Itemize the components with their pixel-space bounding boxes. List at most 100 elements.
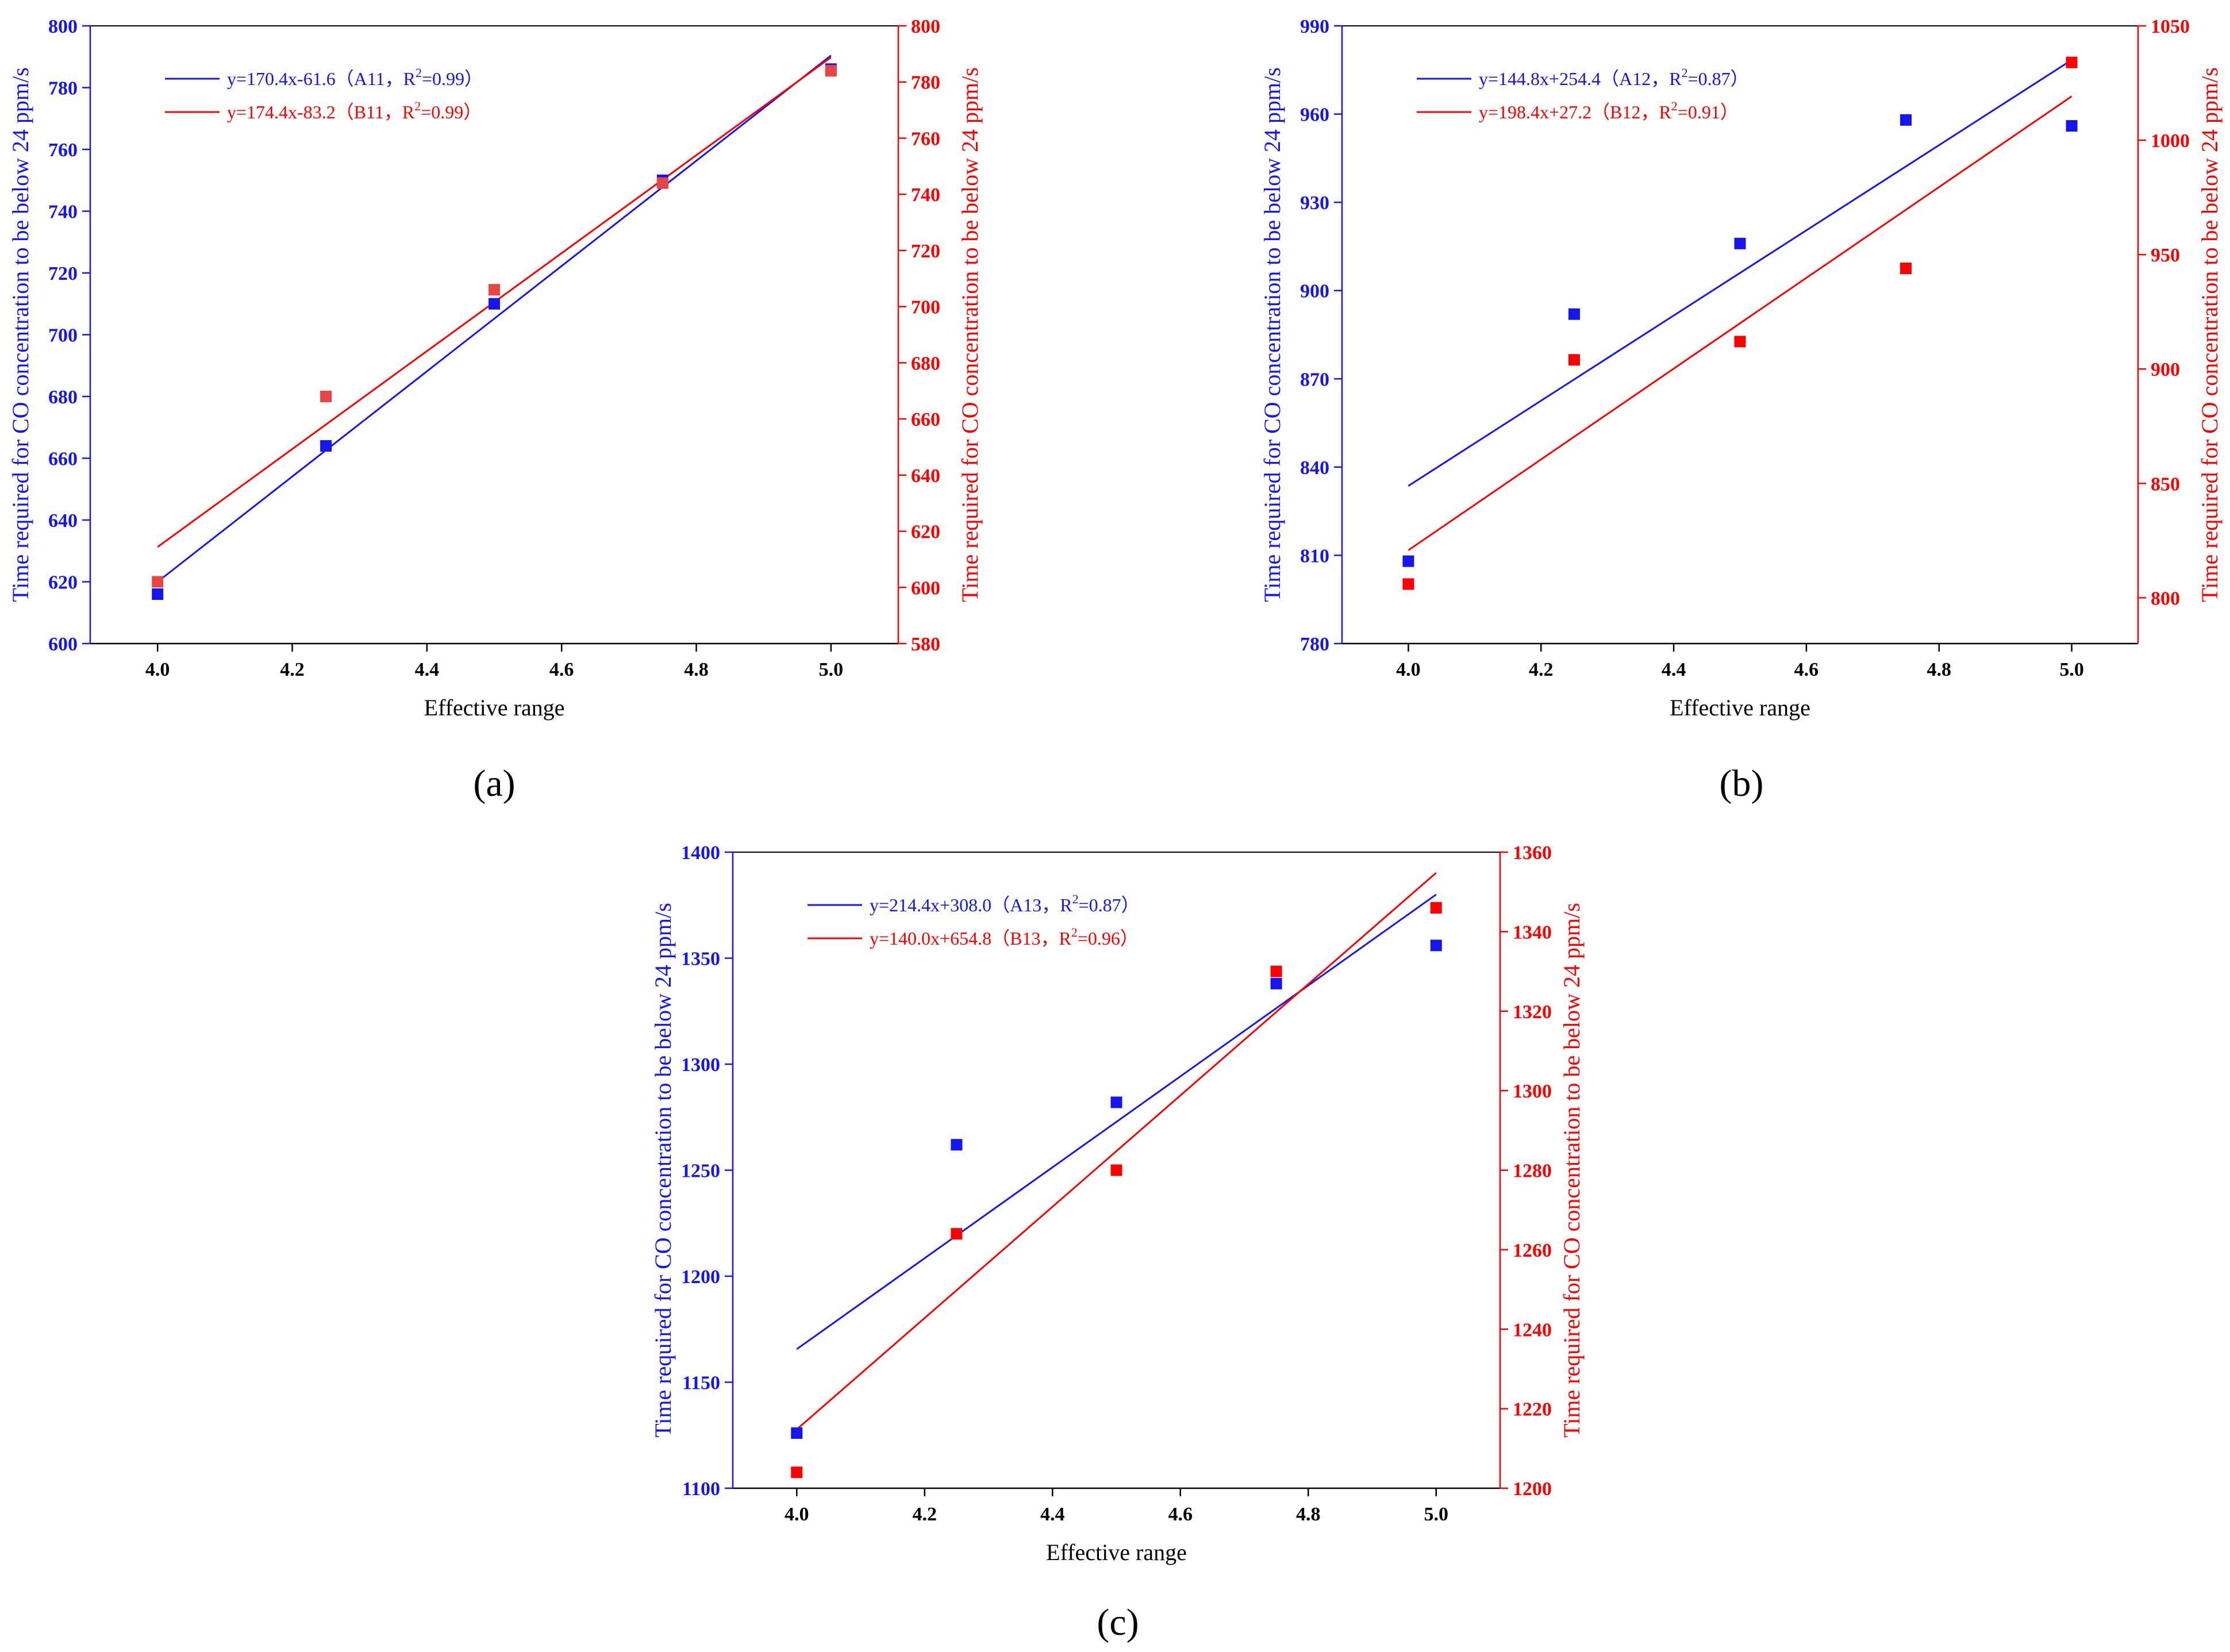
- right-y-tick-label: 700: [911, 297, 940, 318]
- left-y-tick-label: 1300: [681, 1054, 720, 1076]
- x-tick-label: 4.6: [1794, 659, 1819, 680]
- data-point-B11: [656, 177, 668, 189]
- legend-superscript: 2: [1682, 66, 1688, 80]
- legend-entry-B13: y=140.0x+654.8（B13，R2=0.96）: [870, 925, 1139, 949]
- x-tick-label: 5.0: [1424, 1504, 1449, 1525]
- data-point-A13: [1270, 977, 1282, 989]
- x-tick-label: 4.2: [280, 659, 305, 680]
- left-y-tick-label: 990: [1300, 16, 1329, 37]
- right-y-tick-label: 660: [911, 409, 940, 430]
- right-y-tick-label: 850: [2151, 473, 2180, 495]
- data-point-B11: [320, 391, 332, 402]
- left-y-tick-label: 600: [48, 634, 78, 655]
- right-y-tick-label: 1340: [1513, 922, 1552, 943]
- left-y-tick-label: 800: [48, 16, 78, 37]
- left-y-tick-label: 960: [1300, 105, 1329, 126]
- data-point-A13: [791, 1427, 803, 1439]
- x-tick-label: 5.0: [819, 659, 844, 680]
- left-y-tick-label: 1350: [681, 949, 720, 970]
- legend-equation: y=214.4x+308.0（A13，R: [870, 895, 1072, 915]
- right-y-tick-label: 1320: [1513, 1002, 1552, 1023]
- data-point-A13: [951, 1139, 963, 1151]
- right-y-tick-label: 1050: [2151, 16, 2190, 37]
- legend-tail: =0.96）: [1078, 928, 1139, 949]
- data-point-B13: [1270, 965, 1282, 977]
- left-y-tick-label: 1250: [681, 1161, 720, 1182]
- right-y-tick-label: 800: [2151, 588, 2180, 609]
- right-y-tick-label: 760: [911, 128, 940, 149]
- legend-equation: y=140.0x+654.8（B13，R: [870, 928, 1071, 949]
- right-y-tick-label: 1300: [1513, 1081, 1552, 1102]
- x-axis-title: Effective range: [1670, 695, 1810, 721]
- right-y-tick-label: 1280: [1513, 1161, 1552, 1182]
- left-y-tick-label: 930: [1300, 192, 1329, 214]
- right-y-tick-label: 1220: [1513, 1399, 1552, 1420]
- x-tick-label: 4.4: [1040, 1504, 1065, 1525]
- x-tick-label: 4.4: [1662, 659, 1686, 680]
- left-y-tick-label: 1100: [682, 1478, 720, 1500]
- panel-label: (b): [1720, 763, 1764, 804]
- legend-superscript: 2: [1071, 925, 1078, 939]
- right-y-tick-label: 1000: [2151, 130, 2190, 152]
- fit-line-A13: [796, 894, 1437, 1350]
- right-y-tick-label: 1240: [1513, 1319, 1552, 1341]
- left-y-tick-label: 840: [1300, 457, 1329, 479]
- left-y-tick-label: 760: [48, 140, 78, 161]
- right-y-tick-label: 720: [911, 241, 940, 262]
- right-y-tick-label: 640: [911, 465, 940, 487]
- data-point-A11: [152, 588, 164, 600]
- data-point-B13: [951, 1228, 963, 1240]
- right-y-tick-label: 900: [2151, 359, 2180, 380]
- data-point-B12: [1734, 336, 1746, 348]
- left-y-tick-label: 1400: [681, 842, 720, 864]
- legend-entry-B11: y=174.4x-83.2（B11，R2=0.99）: [227, 99, 482, 122]
- right-y-tick-label: 780: [911, 72, 940, 94]
- chart-panel-c: 4.0 4.2 4.4 4.6 4.8 5.0 1100 1150 1200 1250 1300 13…: [650, 842, 1585, 1643]
- left-y-tick-label: 900: [1300, 281, 1329, 302]
- left-y-tick-label: 1200: [681, 1266, 720, 1288]
- legend-equation: y=174.4x-83.2（B11，R: [227, 102, 415, 122]
- fit-line-A12: [1408, 59, 2073, 487]
- right-y-tick-label: 680: [911, 353, 940, 374]
- x-tick-label: 4.8: [1927, 659, 1952, 680]
- x-tick-label: 4.8: [684, 659, 709, 680]
- left-y-tick-label: 780: [48, 78, 78, 99]
- x-tick-label: 4.0: [145, 659, 170, 680]
- right-y-tick-label: 1200: [1513, 1478, 1552, 1500]
- right-y-tick-label: 580: [911, 634, 940, 655]
- data-point-B13: [791, 1466, 803, 1478]
- x-tick-label: 4.8: [1296, 1504, 1321, 1525]
- data-point-B13: [1430, 902, 1442, 914]
- data-point-B12: [2066, 56, 2078, 68]
- legend-superscript: 2: [1671, 99, 1678, 113]
- legend-tail: =0.99）: [421, 102, 482, 122]
- right-y-tick-label: 1260: [1513, 1240, 1552, 1261]
- legend-tail: =0.87）: [1688, 68, 1749, 89]
- panel-label: (c): [1097, 1601, 1139, 1643]
- left-y-tick-label: 700: [48, 325, 78, 346]
- data-point-B11: [489, 284, 500, 296]
- right-y-tick-label: 950: [2151, 245, 2180, 266]
- left-y-tick-label: 640: [48, 510, 78, 532]
- legend-equation: y=144.8x+254.4（A12，R: [1479, 68, 1682, 89]
- data-point-A13: [1430, 939, 1442, 952]
- x-tick-label: 4.2: [1529, 659, 1554, 680]
- x-tick-label: 4.6: [549, 659, 574, 680]
- fit-line-B12: [1408, 95, 2073, 551]
- right-y-axis-title: Time required for CO concentration to be…: [1559, 903, 1585, 1438]
- data-point-B12: [1568, 354, 1580, 366]
- right-y-tick-label: 1360: [1513, 842, 1552, 864]
- data-point-A12: [1402, 555, 1414, 567]
- x-axis-title: Effective range: [1046, 1539, 1187, 1565]
- x-tick-label: 4.0: [785, 1504, 809, 1525]
- x-tick-label: 4.6: [1168, 1504, 1193, 1525]
- legend-tail: =0.87）: [1079, 895, 1140, 915]
- data-point-B11: [152, 576, 164, 588]
- data-point-A12: [1568, 308, 1580, 320]
- x-axis-title: Effective range: [424, 695, 565, 721]
- left-y-tick-label: 660: [48, 449, 78, 470]
- x-tick-label: 4.0: [1396, 659, 1421, 680]
- data-point-B12: [1900, 263, 1912, 275]
- legend-equation: y=170.4x-61.6（A11，R: [227, 68, 416, 89]
